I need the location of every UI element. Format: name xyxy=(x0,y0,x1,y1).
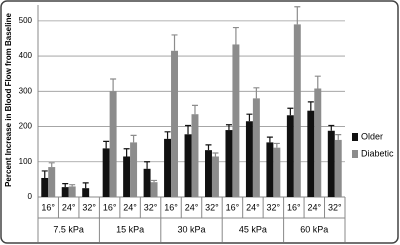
bar xyxy=(334,139,342,197)
error-bar xyxy=(191,104,198,115)
x-tick-label: 24° xyxy=(307,202,321,212)
bar xyxy=(150,182,158,197)
x-tick-label: 32° xyxy=(267,202,281,212)
error-bar xyxy=(232,26,239,45)
bar xyxy=(61,187,69,197)
x-tick-label: 32° xyxy=(328,202,342,212)
error-bar xyxy=(205,144,212,151)
error-bar xyxy=(246,113,253,122)
error-bar xyxy=(110,78,117,92)
error-bar xyxy=(307,101,314,111)
bar xyxy=(102,148,110,197)
bar xyxy=(48,167,56,197)
error-bar xyxy=(48,162,55,168)
error-bar xyxy=(273,142,280,148)
x-tick-label: 24° xyxy=(62,202,76,212)
group-label: 45 kPa xyxy=(239,224,267,234)
bar xyxy=(130,142,138,197)
legend-swatch xyxy=(352,133,358,141)
x-tick-label: 24° xyxy=(185,202,199,212)
error-bar xyxy=(335,134,342,140)
bar xyxy=(164,138,172,197)
x-tick-label: 32° xyxy=(144,202,158,212)
error-bar xyxy=(151,179,158,183)
x-tick-label: 24° xyxy=(246,202,260,212)
error-bar xyxy=(185,124,192,135)
bar xyxy=(232,44,240,198)
legend-label: Diabetic xyxy=(361,148,394,158)
error-bar xyxy=(212,152,219,157)
x-tick-label: 16° xyxy=(103,202,117,212)
bar xyxy=(266,142,274,197)
error-bar xyxy=(171,34,178,51)
x-tick-label: 16° xyxy=(287,202,301,212)
bar xyxy=(286,115,294,197)
y-tick-label: 300 xyxy=(19,86,33,95)
bar xyxy=(109,91,117,197)
bar xyxy=(211,156,219,197)
bar xyxy=(314,88,322,197)
y-tick-label: 100 xyxy=(19,157,33,166)
error-bar xyxy=(314,75,321,89)
error-bar xyxy=(328,124,335,131)
group-label: 7.5 kPa xyxy=(53,224,84,234)
bar xyxy=(252,98,260,197)
bar xyxy=(68,186,76,197)
error-bar xyxy=(225,124,232,131)
bar xyxy=(41,177,49,197)
x-tick-label: 16° xyxy=(41,202,55,212)
group-label: 30 kPa xyxy=(177,224,205,234)
bar xyxy=(225,130,233,197)
y-tick-label: 500 xyxy=(19,16,33,25)
error-bar xyxy=(144,161,151,169)
bar xyxy=(184,134,192,197)
bar xyxy=(171,50,178,198)
error-bar xyxy=(103,140,110,149)
x-tick-label: 32° xyxy=(205,202,219,212)
y-axis-label: Percent Increase in Blood Flow from Base… xyxy=(4,13,13,187)
error-bar xyxy=(123,148,130,157)
bar xyxy=(327,130,335,197)
group-label: 60 kPa xyxy=(300,224,328,234)
error-bar xyxy=(287,107,294,116)
bar xyxy=(123,156,131,197)
error-bar xyxy=(41,170,48,178)
x-tick-label: 16° xyxy=(226,202,240,212)
group-label: 15 kPa xyxy=(116,224,144,234)
error-bar xyxy=(82,182,89,189)
error-bar xyxy=(62,183,69,188)
y-tick-label: 400 xyxy=(19,51,33,60)
y-tick-label: 200 xyxy=(19,122,33,131)
bar xyxy=(245,121,253,197)
error-bar xyxy=(69,184,76,187)
error-bar xyxy=(253,87,260,99)
bar xyxy=(293,24,301,198)
x-tick-label: 24° xyxy=(123,202,137,212)
error-bar xyxy=(294,6,301,25)
bar xyxy=(191,114,199,197)
bar xyxy=(273,147,281,197)
x-tick-label: 16° xyxy=(164,202,178,212)
error-bar xyxy=(130,134,137,143)
legend-swatch xyxy=(352,150,358,158)
legend-label: Older xyxy=(361,131,383,141)
y-tick-label: 0 xyxy=(28,192,33,201)
error-bar xyxy=(266,136,273,143)
bar xyxy=(82,188,90,197)
x-tick-label: 32° xyxy=(82,202,96,212)
bar xyxy=(205,150,212,197)
bar xyxy=(307,110,315,197)
bar xyxy=(143,168,151,197)
error-bar xyxy=(164,131,171,139)
